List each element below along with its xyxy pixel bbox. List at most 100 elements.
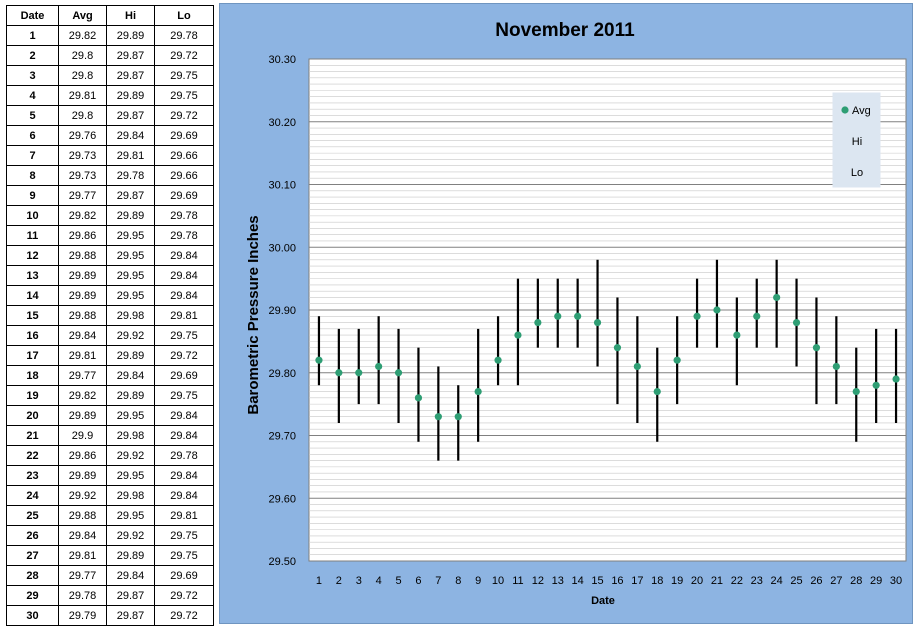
x-tick-label: 4 [376,575,382,587]
cell-hi: 29.95 [106,505,155,526]
cell-date: 15 [6,305,59,326]
cell-lo: 29.72 [154,605,214,626]
y-tick-label: 30.00 [268,242,296,254]
x-tick-label: 11 [512,575,523,587]
x-tick-label: 25 [790,575,802,587]
cell-hi: 29.81 [106,145,155,166]
table-row: 19 29.82 29.89 29.75 [6,385,214,406]
legend-lo-label: Lo [851,167,863,179]
table-row: 25 29.88 29.95 29.81 [6,505,214,526]
avg-point [633,362,641,371]
x-tick-label: 16 [611,575,623,587]
cell-avg: 29.81 [58,545,107,566]
avg-point [534,318,542,327]
cell-avg: 29.76 [58,125,107,146]
cell-hi: 29.92 [106,525,155,546]
x-tick-label: 29 [870,575,882,587]
cell-hi: 29.87 [106,65,155,86]
cell-date: 24 [6,485,59,506]
y-tick-label: 29.90 [268,305,296,317]
cell-date: 12 [6,245,59,266]
cell-hi: 29.84 [106,125,155,146]
cell-date: 17 [6,345,59,366]
cell-date: 27 [6,545,59,566]
cell-lo: 29.72 [154,345,214,366]
cell-lo: 29.75 [154,545,214,566]
table-body: 1 29.82 29.89 29.78 2 29.8 29.87 29.72 3 29.8 29.8… [6,25,214,626]
y-tick-label: 30.10 [268,180,296,192]
x-tick-label: 21 [711,575,723,587]
cell-lo: 29.69 [154,125,214,146]
table-header-row: Date Avg Hi Lo [6,5,214,26]
table-row: 20 29.89 29.95 29.84 [6,405,214,426]
avg-point [613,344,622,352]
avg-point [355,369,363,377]
cell-hi: 29.95 [106,225,155,246]
cell-hi: 29.87 [106,185,155,206]
cell-avg: 29.78 [58,585,107,606]
cell-date: 1 [6,25,59,46]
avg-point [514,331,522,339]
cell-hi: 29.98 [106,485,155,506]
y-tick-label: 29.60 [268,493,296,505]
table-row: 21 29.9 29.98 29.84 [6,425,214,446]
cell-avg: 29.73 [58,165,107,186]
cell-date: 28 [6,565,59,586]
cell-avg: 29.81 [58,345,107,366]
cell-date: 10 [6,205,59,226]
cell-date: 23 [6,465,59,486]
cell-lo: 29.84 [154,485,214,506]
x-tick-label: 26 [810,575,822,587]
cell-avg: 29.81 [58,85,107,106]
cell-avg: 29.89 [58,285,107,306]
cell-hi: 29.87 [106,605,155,626]
cell-avg: 29.88 [58,245,107,266]
chart-title: November 2011 [495,20,635,41]
cell-date: 22 [6,445,59,466]
x-tick-label: 14 [572,575,584,587]
avg-point [375,362,383,371]
cell-hi: 29.95 [106,285,155,306]
legend-box [832,92,881,188]
avg-point [852,387,860,396]
avg-point [892,375,900,383]
x-tick-label: 19 [671,575,683,587]
cell-avg: 29.79 [58,605,107,626]
cell-date: 18 [6,365,59,386]
cell-date: 29 [6,585,59,606]
header-lo: Lo [154,5,214,26]
table-row: 30 29.79 29.87 29.72 [6,605,214,626]
cell-hi: 29.84 [106,365,155,386]
cell-date: 11 [6,225,59,246]
cell-avg: 29.84 [58,325,107,346]
x-tick-label: 15 [591,575,603,587]
avg-point [554,312,562,320]
table-row: 12 29.88 29.95 29.84 [6,245,214,266]
avg-point [773,293,781,302]
table-row: 13 29.89 29.95 29.84 [6,265,214,286]
header-date: Date [6,5,59,26]
cell-date: 3 [6,65,59,86]
avg-point [792,318,801,327]
cell-lo: 29.84 [154,245,214,266]
table-row: 1 29.82 29.89 29.78 [6,25,214,46]
cell-hi: 29.89 [106,25,155,46]
cell-avg: 29.88 [58,305,107,326]
avg-point [673,356,681,364]
table-row: 27 29.81 29.89 29.75 [6,545,214,566]
cell-avg: 29.8 [58,45,107,66]
cell-avg: 29.86 [58,225,107,246]
x-tick-label: 5 [395,575,401,587]
table-row: 5 29.8 29.87 29.72 [6,105,214,126]
cell-lo: 29.69 [154,565,214,586]
cell-lo: 29.75 [154,325,214,346]
legend-avg-label: Avg [852,105,871,117]
table-row: 17 29.81 29.89 29.72 [6,345,214,366]
x-tick-label: 22 [731,575,743,587]
cell-lo: 29.75 [154,525,214,546]
chart-panel: 29.50 29.60 29.70 29.80 29.90 30.00 30.10 30.20… [219,3,913,624]
cell-date: 4 [6,85,59,106]
table-row: 23 29.89 29.95 29.84 [6,465,214,486]
table-row: 24 29.92 29.98 29.84 [6,485,214,506]
cell-lo: 29.84 [154,425,214,446]
